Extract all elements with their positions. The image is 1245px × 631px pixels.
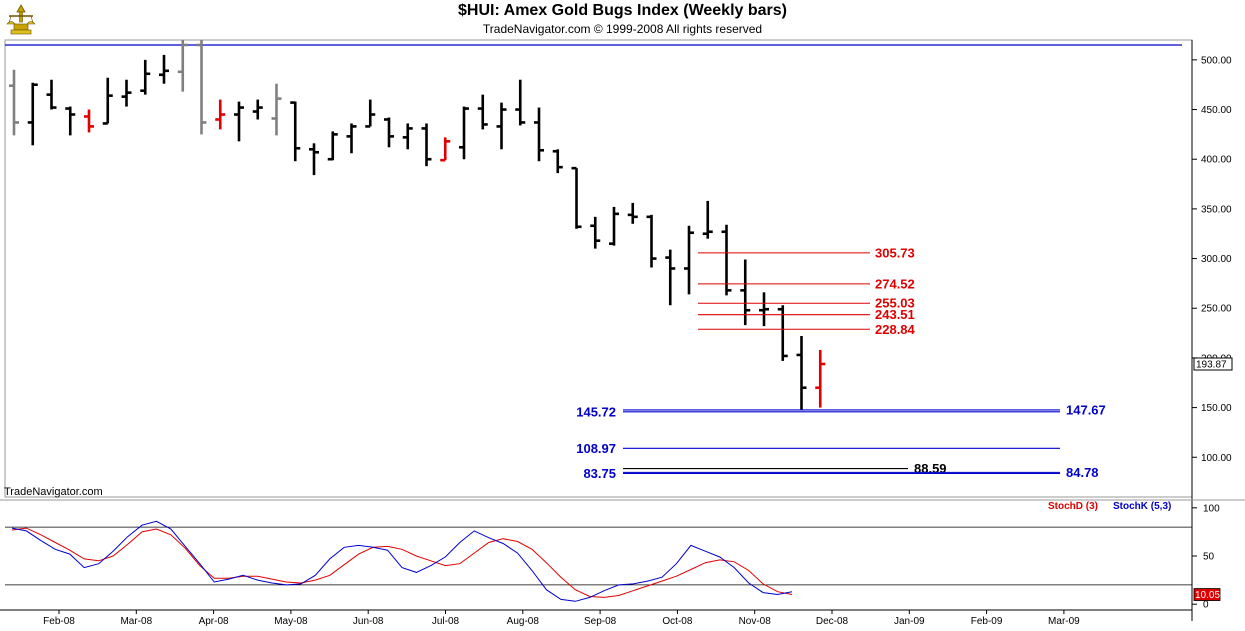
ohlc-bar	[27, 82, 38, 146]
ohlc-bar	[421, 123, 432, 167]
price-ytick-label: 450.00	[1201, 105, 1232, 116]
price-plot-frame	[4, 39, 1193, 498]
ohlc-bar	[196, 40, 207, 135]
stochastic-panel: 0 50 100 StochD (3) StochK (5,3) 10.05	[5, 501, 1220, 611]
ohlc-bar	[365, 99, 376, 128]
x-tick-label: Nov-08	[739, 616, 772, 627]
ohlc-bar	[140, 59, 151, 95]
stoch-ytick-label: 0	[1203, 600, 1209, 611]
ohlc-bar	[159, 54, 169, 84]
price-ytick-label: 100.00	[1201, 453, 1232, 464]
level-label: 147.67	[1066, 402, 1106, 417]
trade-navigator-logo-icon	[4, 2, 38, 36]
ohlc-bar	[740, 259, 751, 326]
ohlc-bar	[684, 225, 694, 295]
stoch-legend: StochD (3) StochK (5,3)	[1048, 501, 1171, 512]
ohlc-bar	[346, 123, 357, 154]
ohlc-bar	[646, 214, 657, 268]
ohlc-bar	[496, 102, 507, 150]
ohlc-bar	[609, 206, 619, 246]
ohlc-bar	[459, 106, 469, 160]
ohlc-bar	[440, 137, 451, 162]
ohlc-bar	[552, 149, 563, 174]
level-label: 305.73	[875, 245, 915, 260]
ohlc-bar	[384, 117, 394, 148]
current-price-label: 193.87	[1196, 360, 1227, 371]
current-stoch-label: 10.05	[1195, 590, 1220, 601]
level-label: 255.03	[875, 296, 915, 311]
price-ytick-label: 400.00	[1201, 155, 1232, 166]
ohlc-bar	[290, 101, 301, 162]
chart-subtitle: TradeNavigator.com © 1999-2008 All right…	[482, 22, 763, 36]
x-tick-label: Feb-09	[971, 616, 1003, 627]
stochk-line	[11, 520, 793, 602]
ohlc-bar	[721, 224, 732, 296]
price-ytick-label: 300.00	[1201, 254, 1232, 265]
ohlc-bar	[702, 200, 713, 239]
chart-title: $HUI: Amex Gold Bugs Index (Weekly bars)	[458, 2, 787, 19]
ohlc-bar	[84, 109, 94, 133]
x-tick-label: Feb-08	[43, 616, 75, 627]
price-ytick-label: 250.00	[1201, 304, 1232, 315]
stochd-line	[11, 527, 793, 598]
level-label: 274.52	[875, 276, 915, 291]
ohlc-bar	[796, 336, 807, 410]
ohlc-bar	[327, 131, 338, 161]
ohlc-bar	[215, 99, 226, 130]
ohlc-bar	[309, 143, 319, 176]
ohlc-bar	[271, 83, 282, 136]
level-label: 243.51	[875, 307, 915, 322]
level-label: 145.72	[576, 404, 616, 419]
legend-stochk: StochK (5,3)	[1113, 501, 1171, 512]
ohlc-bar	[46, 79, 57, 110]
x-tick-label: Apr-08	[199, 616, 229, 627]
x-tick-label: Jun-08	[353, 616, 384, 627]
x-tick-label: Aug-08	[507, 616, 540, 627]
ohlc-bar	[402, 123, 413, 150]
ohlc-bar	[571, 166, 582, 229]
ohlc-bar	[9, 69, 19, 136]
ohlc-bar	[121, 79, 132, 107]
current-price-flag	[1193, 357, 1233, 371]
price-ytick-label: 500.00	[1201, 55, 1232, 66]
ohlc-bar	[234, 101, 244, 142]
price-ytick-label: 350.00	[1201, 204, 1232, 215]
x-axis: Feb-08 Mar-08 Apr-08 May-08 Jun-08 Jul-08 Aug-…	[0, 609, 1192, 627]
brand-watermark: TradeNavigator.com	[4, 486, 103, 498]
ohlc-bar	[815, 349, 826, 408]
x-tick-label: Oct-08	[662, 616, 692, 627]
ohlc-bar	[65, 106, 76, 136]
x-tick-label: Dec-08	[816, 616, 849, 627]
ohlc-bar	[590, 216, 601, 249]
legend-stochd: StochD (3)	[1048, 501, 1098, 512]
ohlc-bar	[477, 94, 488, 130]
current-stoch-flag	[1193, 588, 1221, 601]
stoch-ytick-label: 100	[1203, 503, 1220, 514]
level-label: 84.78	[1066, 465, 1099, 480]
chart-header: $HUI: Amex Gold Bugs Index (Weekly bars)…	[0, 0, 1245, 40]
ohlc-bar	[252, 99, 263, 120]
ohlc-bar	[534, 107, 544, 162]
x-tick-label: Mar-09	[1048, 616, 1080, 627]
ohlc-bar	[777, 305, 788, 361]
x-tick-label: Sep-08	[584, 616, 617, 627]
price-ytick-label: 150.00	[1201, 403, 1232, 414]
price-panel: 100.00150.00200.00250.00300.00350.00400.…	[0, 39, 1245, 621]
level-label: 83.75	[583, 466, 616, 481]
stoch-ytick-label: 50	[1203, 552, 1215, 563]
ohlc-bar	[665, 249, 676, 306]
x-tick-label: Jan-09	[894, 616, 925, 627]
ohlc-bar	[759, 292, 769, 327]
x-tick-label: Mar-08	[120, 616, 152, 627]
ohlc-bar	[515, 79, 526, 126]
ohlc-bar	[177, 40, 188, 92]
ohlc-bar	[102, 77, 113, 125]
level-label: 228.84	[875, 322, 916, 337]
x-tick-label: May-08	[274, 616, 308, 627]
ohlc-bar	[627, 202, 638, 224]
level-label: 108.97	[576, 441, 616, 456]
x-tick-label: Jul-08	[432, 616, 460, 627]
